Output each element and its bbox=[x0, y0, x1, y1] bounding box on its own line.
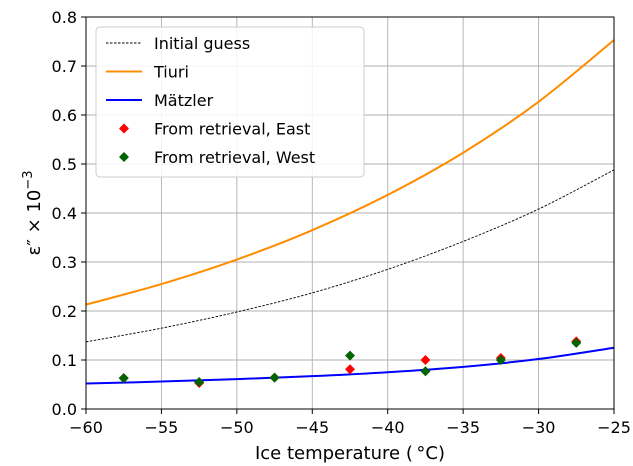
y-axis-label-group: ε″ × 10−3 bbox=[21, 170, 45, 255]
y-axis-label-exponent: −3 bbox=[21, 170, 36, 189]
data-point bbox=[571, 337, 582, 348]
legend-label: Initial guess bbox=[154, 34, 250, 53]
y-tick-label: 0.4 bbox=[52, 204, 77, 223]
ticks: −60 −55 −50 −45 −40 −35 −30 −25 0.0 0.1 0.2 0.3 0.4 0… bbox=[52, 8, 631, 437]
x-tick-label: −40 bbox=[371, 418, 405, 437]
y-tick-label: 0.5 bbox=[52, 155, 77, 174]
data-point bbox=[420, 366, 431, 377]
x-tick-label: −45 bbox=[295, 418, 329, 437]
x-tick-label: −25 bbox=[597, 418, 631, 437]
y-axis-label: ε″ × 10−3 bbox=[21, 170, 45, 255]
data-point bbox=[495, 355, 506, 365]
x-tick-label: −30 bbox=[522, 418, 556, 437]
legend-item: Initial guess bbox=[106, 34, 250, 53]
y-tick-label: 0.8 bbox=[52, 8, 77, 27]
series-line bbox=[85, 39, 615, 306]
legend-item: Tiuri bbox=[106, 63, 189, 82]
x-tick-label: −50 bbox=[220, 418, 254, 437]
data-point bbox=[118, 373, 129, 384]
legend-item: From retrieval, East bbox=[119, 120, 310, 139]
series-from-retrieval-west bbox=[118, 337, 582, 388]
y-tick-label: 0.0 bbox=[52, 400, 77, 419]
legend-label: Tiuri bbox=[153, 63, 189, 82]
legend-label: Mätzler bbox=[154, 91, 214, 110]
legend-label: From retrieval, East bbox=[154, 120, 310, 139]
y-tick-label: 0.6 bbox=[52, 106, 77, 125]
legend: Initial guess Tiuri Mätzler From retrieval,… bbox=[95, 26, 365, 178]
y-tick-label: 0.1 bbox=[52, 351, 77, 370]
legend-swatch bbox=[119, 123, 129, 134]
series-line bbox=[85, 346, 615, 385]
legend-item: Mätzler bbox=[106, 91, 214, 110]
legend-label: From retrieval, West bbox=[154, 148, 315, 167]
x-tick-label: −35 bbox=[446, 418, 480, 437]
data-point bbox=[194, 377, 205, 388]
legend-swatch bbox=[119, 152, 129, 162]
series-layer bbox=[85, 39, 615, 389]
x-tick-label: −60 bbox=[69, 418, 103, 437]
y-tick-label: 0.3 bbox=[52, 253, 77, 272]
data-point bbox=[345, 364, 355, 375]
y-axis-label-main: ε″ × 10 bbox=[24, 190, 45, 256]
y-tick-label: 0.2 bbox=[52, 302, 77, 321]
y-tick-label: 0.7 bbox=[52, 57, 77, 76]
series-tiuri bbox=[85, 39, 615, 306]
data-point bbox=[269, 372, 280, 383]
x-axis-label: Ice temperature ( °C) bbox=[255, 443, 445, 464]
data-point bbox=[420, 355, 431, 365]
data-point bbox=[345, 350, 355, 361]
x-tick-label: −55 bbox=[145, 418, 179, 437]
legend-box bbox=[95, 26, 365, 178]
series-m-tzler bbox=[85, 346, 615, 385]
legend-item: From retrieval, West bbox=[119, 148, 315, 167]
